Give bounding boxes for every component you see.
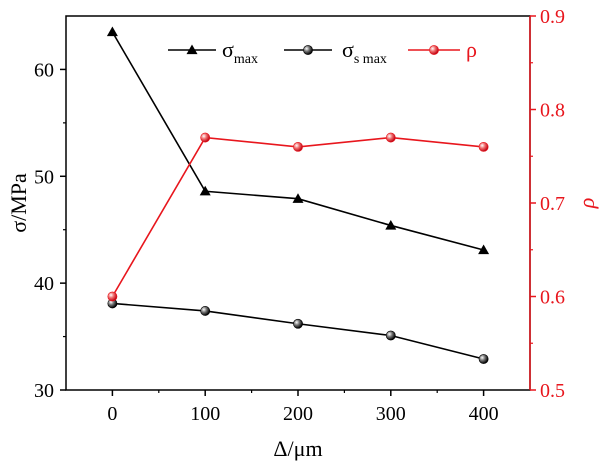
series-line-sigma-s-max (112, 302, 484, 360)
x-tick-label: 100 (190, 403, 220, 425)
legend-marker (429, 45, 439, 55)
data-point-sigma-max (106, 26, 118, 37)
legend-label: σs max (342, 37, 387, 67)
data-point-rho (293, 141, 303, 152)
y-left-tick-label: 40 (34, 273, 54, 295)
legend-label-main: σ (222, 37, 234, 62)
series-sigma-max (106, 26, 490, 255)
series-rho (107, 132, 489, 302)
legend-item: ρ (408, 37, 477, 62)
data-point-sigma-max (199, 185, 211, 196)
series-layer (106, 26, 490, 364)
y-left-tick-label: 30 (34, 380, 54, 402)
x-axis: 0 100 200 300 400 (107, 390, 499, 425)
x-axis-title: Δ/μm (273, 436, 322, 461)
y-right-tick-label: 0.7 (540, 193, 565, 215)
x-tick-label: 0 (107, 403, 117, 425)
legend-marker (186, 44, 198, 55)
x-tick-label: 300 (376, 403, 406, 425)
x-tick-label: 200 (283, 403, 313, 425)
x-tick-label: 400 (469, 403, 499, 425)
y-right-tick-label: 0.8 (540, 100, 565, 122)
y-right-tick-label: 0.5 (540, 380, 565, 402)
legend-item: σs max (284, 37, 387, 67)
data-point-sigma-s-max (200, 306, 211, 316)
data-point-sigma-s-max (293, 318, 303, 329)
data-point-sigma-max (292, 193, 304, 203)
legend-label-main: σ (342, 37, 354, 62)
y-left-axis: 30 40 50 60 (34, 59, 66, 402)
y-left-axis-title: σ/MPa (6, 173, 31, 233)
legend-label-subscript: max (234, 52, 258, 67)
data-point-rho (200, 132, 211, 143)
series-sigma-s-max (107, 298, 489, 364)
legend-marker (303, 45, 313, 55)
data-point-sigma-s-max (478, 354, 489, 364)
data-point-rho (107, 291, 118, 302)
y-left-tick-label: 50 (34, 166, 54, 188)
y-right-axis-title: ρ (574, 198, 599, 210)
data-point-rho (385, 132, 396, 143)
legend-label-main: ρ (466, 37, 477, 62)
data-point-sigma-s-max (385, 330, 396, 341)
y-right-tick-label: 0.6 (540, 287, 565, 309)
legend-item: σmax (168, 37, 258, 67)
legend-label: σmax (222, 37, 258, 67)
series-line-rho (111, 136, 484, 297)
data-point-sigma-max (385, 219, 397, 230)
legend-label: ρ (466, 37, 477, 62)
legend-label-subscript: s max (354, 52, 387, 67)
y-left-tick-label: 60 (34, 59, 54, 81)
data-point-rho (478, 141, 489, 152)
y-right-axis: 0.5 0.6 0.7 0.8 0.9 (530, 6, 565, 402)
data-point-sigma-max (478, 244, 490, 255)
legend: σmax σs max ρ (168, 37, 477, 67)
y-right-tick-label: 0.9 (540, 6, 565, 28)
